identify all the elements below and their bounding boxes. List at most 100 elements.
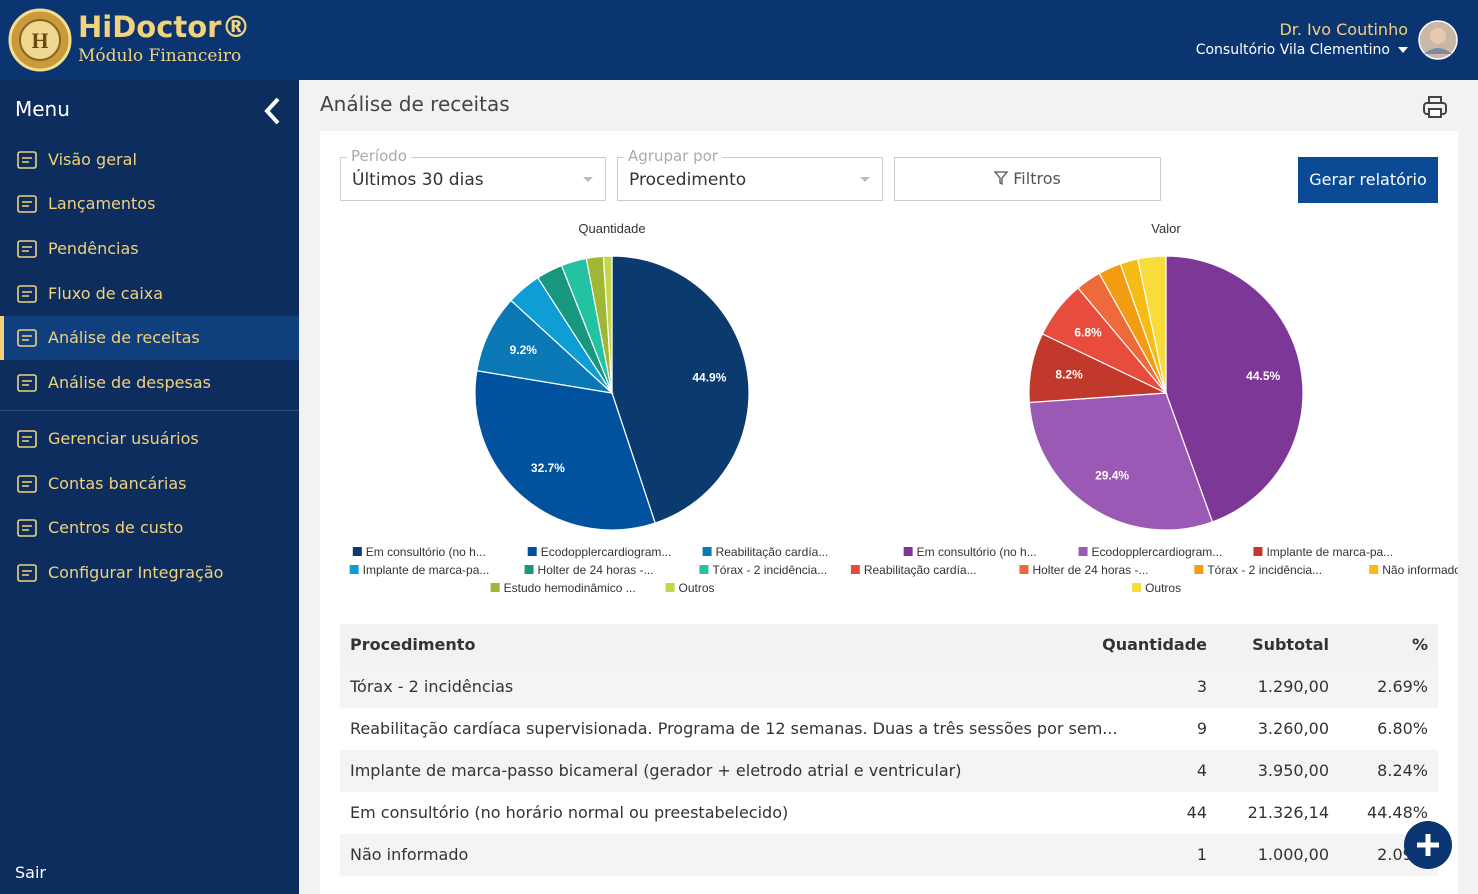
legend-swatch <box>1369 565 1379 574</box>
filters-button[interactable]: Filtros <box>894 157 1161 201</box>
cell: 3.260,00 <box>1257 719 1329 738</box>
legend-label: Tórax - 2 incidência... <box>1207 563 1322 577</box>
cell: Tórax - 2 incidências <box>350 677 514 696</box>
slice-label: 8.2% <box>1055 368 1083 382</box>
add-button[interactable] <box>1404 821 1452 869</box>
group-select[interactable]: Agrupar por Procedimento <box>617 147 883 201</box>
label: Período <box>347 147 411 165</box>
page-title: Análise de receitas <box>320 92 510 116</box>
table-header: Procedimento Quantidade Subtotal% <box>340 624 1438 666</box>
module: Módulo Financeiro <box>78 46 242 66</box>
menu-icon <box>17 430 37 448</box>
slice-label: 44.9% <box>692 370 726 384</box>
menu-item[interactable]: Configurar Integração <box>0 551 299 595</box>
logout[interactable]: Sair <box>15 863 46 882</box>
sidebar: Menu Visão geral Lançamentos Pendências Flu… <box>0 80 299 894</box>
label: Agrupar por <box>624 147 722 165</box>
legend-swatch <box>1253 547 1263 556</box>
legend-swatch <box>352 547 362 556</box>
collapse[interactable] <box>262 97 282 125</box>
print-icon[interactable] <box>1422 95 1448 119</box>
cell: Subtotal <box>1252 635 1329 654</box>
value: Últimos 30 dias <box>352 170 484 190</box>
clinic[interactable]: Consultório Vila Clementino <box>1195 42 1390 58</box>
legend-swatch <box>1194 565 1204 574</box>
table-row: Não informado 1 1.000,00 2.09% <box>340 834 1438 876</box>
chart-title: Valor <box>1151 221 1181 236</box>
menu-item[interactable]: Análise de despesas <box>0 361 299 405</box>
pie-slice <box>476 299 614 394</box>
menu-item[interactable]: Fluxo de caixa <box>0 272 299 316</box>
menu-item[interactable]: Análise de receitas <box>0 316 299 360</box>
legend-label: Tórax - 2 incidência... <box>712 563 827 577</box>
menu-item[interactable]: Gerenciar usuários <box>0 417 299 461</box>
legend-label: Holter de 24 horas -... <box>538 563 654 577</box>
cell: % <box>1411 635 1428 654</box>
menu-item[interactable]: Contas bancárias <box>0 462 299 506</box>
logo: H <box>8 8 72 72</box>
cell: 8.24% <box>1377 761 1428 780</box>
menu-label: Gerenciar usuários <box>48 429 199 448</box>
slice-label: 9.2% <box>510 343 538 357</box>
legend-swatch <box>699 565 709 574</box>
label: Filtros <box>1013 169 1061 188</box>
cell: 9 <box>1196 719 1207 738</box>
menu-label: Visão geral <box>48 150 137 169</box>
slice-label: 32.7% <box>531 461 565 475</box>
table-row: Em consultório (no horário normal ou pre… <box>340 792 1438 834</box>
menu-title: Menu <box>15 97 70 121</box>
menu-icon <box>17 519 37 537</box>
legend-swatch <box>850 565 860 574</box>
menu-item[interactable]: Visão geral <box>0 138 299 182</box>
legend-label: Implante de marca-pa... <box>363 563 490 577</box>
cell: 3.950,00 <box>1257 761 1329 780</box>
cell: 44 <box>1186 803 1207 822</box>
menu-label: Lançamentos <box>48 194 156 213</box>
cell: Implante de marca-passo bicameral (gerad… <box>350 761 962 780</box>
pie-slice <box>474 370 656 531</box>
cell: Quantidade <box>1102 635 1207 654</box>
menu-item[interactable]: Centros de custo <box>0 506 299 550</box>
period-select[interactable]: Período Últimos 30 dias <box>340 147 606 201</box>
legend-swatch <box>702 547 712 556</box>
caret <box>583 177 593 182</box>
value: Procedimento <box>629 170 747 190</box>
caret <box>860 177 870 182</box>
caret <box>1398 47 1408 53</box>
user-name[interactable]: Dr. Ivo Coutinho <box>1279 20 1408 39</box>
cell: 21.326,14 <box>1247 803 1329 822</box>
menu-item[interactable]: Lançamentos <box>0 182 299 226</box>
legend-label: Holter de 24 horas -... <box>1032 563 1148 577</box>
menu-label: Configurar Integração <box>48 563 224 582</box>
cell: 2.69% <box>1377 677 1428 696</box>
legend-label: Outros <box>679 581 715 595</box>
legend-swatch <box>1132 583 1142 592</box>
legend-swatch <box>1019 565 1029 574</box>
cell: 6.80% <box>1377 719 1428 738</box>
legend-label: Reabilitação cardía... <box>716 545 829 559</box>
table-row: Implante de marca-passo bicameral (gerad… <box>340 750 1438 792</box>
menu-label: Contas bancárias <box>48 474 187 493</box>
slice-label: 44.5% <box>1246 369 1280 383</box>
menu-item[interactable]: Pendências <box>0 227 299 271</box>
cell: 1.000,00 <box>1257 845 1329 864</box>
legend-swatch <box>490 583 500 592</box>
charts: Quantidade 44.9% 32.7% 9.2% Em consultório (… <box>349 221 1458 595</box>
menu-label: Análise de despesas <box>48 373 211 392</box>
cell: Reabilitação cardíaca supervisionada. Pr… <box>350 719 1118 738</box>
legend-label: Em consultório (no h... <box>366 545 486 559</box>
menu-label: Fluxo de caixa <box>48 284 164 303</box>
menu-icon <box>17 564 37 582</box>
header: H HiDoctor® Módulo Financeiro Dr. Ivo Co… <box>0 0 1478 80</box>
report-button[interactable]: Gerar relatório <box>1298 157 1438 203</box>
cell: 1 <box>1196 845 1207 864</box>
cell: 3 <box>1196 677 1207 696</box>
separator <box>0 410 299 411</box>
menu-icon <box>17 475 37 493</box>
legend-label: Ecodopplercardiogram... <box>541 545 672 559</box>
legend-swatch <box>349 565 359 574</box>
pie-slice <box>1165 255 1304 523</box>
menu-label: Análise de receitas <box>48 328 200 347</box>
avatar[interactable] <box>1418 20 1458 60</box>
